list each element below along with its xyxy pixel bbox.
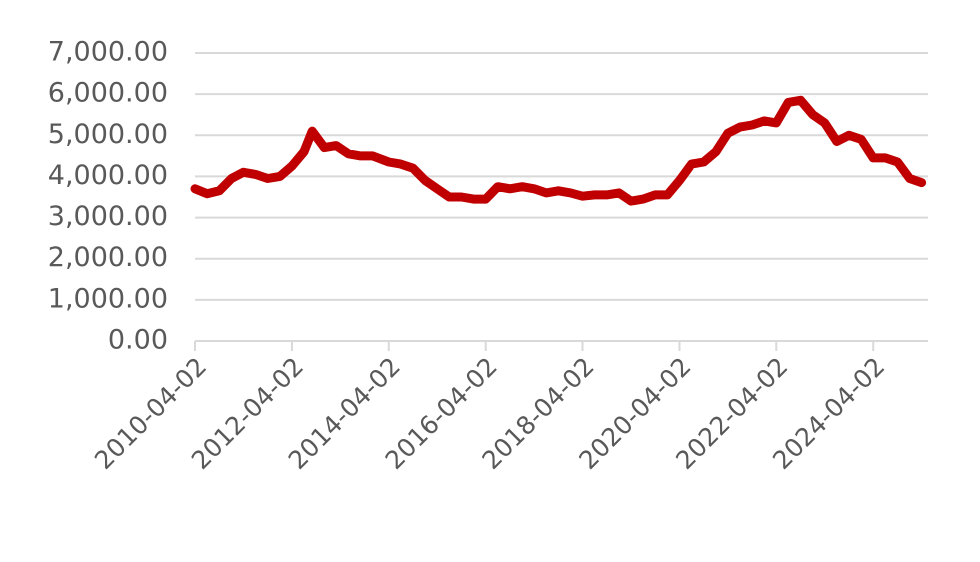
y-tick-label: 5,000.00 (48, 119, 168, 150)
y-tick-label: 2,000.00 (48, 242, 168, 273)
y-tick-label: 0.00 (108, 325, 168, 356)
y-tick-label: 4,000.00 (48, 160, 168, 191)
y-tick-label: 3,000.00 (48, 201, 168, 232)
y-tick-label: 7,000.00 (48, 37, 168, 68)
line (190, 95, 927, 206)
y-tick-label: 6,000.00 (48, 78, 168, 109)
y-tick-label: 1,000.00 (48, 283, 168, 314)
